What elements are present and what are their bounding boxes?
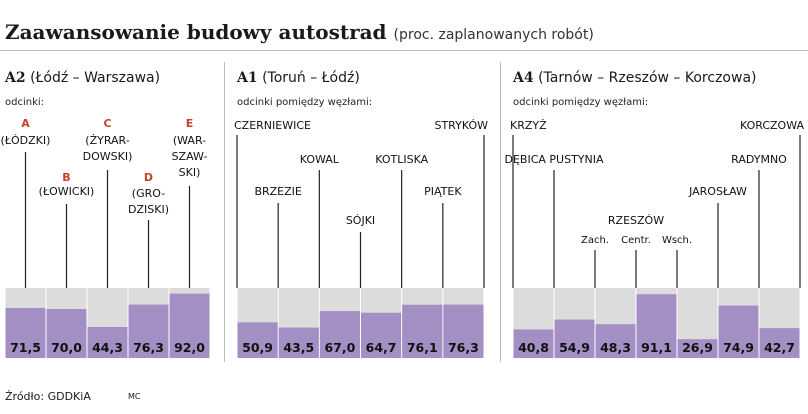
bar-value-label: 76,1 xyxy=(407,340,438,355)
segment-name: (ŁÓDZKI) xyxy=(1,134,51,147)
bar-value-label: 74,9 xyxy=(723,340,754,355)
bar-value-label: 42,7 xyxy=(764,340,795,355)
node-label: KRZYŻ xyxy=(510,119,547,132)
bar xyxy=(677,339,718,358)
segment-name: SKI) xyxy=(179,166,201,179)
segment-name: (ŁOWICKI) xyxy=(39,185,95,198)
bar xyxy=(5,307,46,358)
bar xyxy=(636,294,677,358)
bar xyxy=(237,322,278,358)
bar xyxy=(278,327,319,358)
author-credit: MC xyxy=(128,392,141,401)
bar xyxy=(513,329,554,358)
bar-value-label: 54,9 xyxy=(559,340,590,355)
bar-value-label: 70,0 xyxy=(51,340,82,355)
bar-value-label: 92,0 xyxy=(174,340,205,355)
bar xyxy=(319,311,360,358)
bar-value-label: 67,0 xyxy=(324,340,355,355)
bar xyxy=(46,309,87,358)
chart-title: Zaawansowanie budowy autostrad (proc. za… xyxy=(5,20,594,44)
node-label: Wsch. xyxy=(662,235,692,246)
segment-name: (GRO- xyxy=(132,187,165,200)
chart-subtitle: (proc. zaplanowanych robót) xyxy=(393,27,594,43)
bar-value-label: 71,5 xyxy=(10,340,41,355)
node-label: STRYKÓW xyxy=(434,119,488,132)
bar-value-label: 44,3 xyxy=(92,340,123,355)
bar xyxy=(128,304,169,358)
a2-panel-title: A2 (Łódź – Warszawa) xyxy=(5,70,161,86)
bar xyxy=(361,312,402,358)
node-label: KOWAL xyxy=(300,153,340,166)
bar xyxy=(595,324,636,358)
node-label: PIĄTEK xyxy=(424,185,462,198)
bar-value-label: 76,3 xyxy=(133,340,164,355)
segment-letter: A xyxy=(21,117,30,130)
panel-divider xyxy=(500,62,501,362)
node-label: JAROSŁAW xyxy=(688,185,747,198)
segment-name: DOWSKI) xyxy=(83,150,133,163)
segment-letter: C xyxy=(103,117,111,130)
bar-value-label: 91,1 xyxy=(641,340,672,355)
node-label: KOTLISKA xyxy=(375,153,428,166)
segment-letter: D xyxy=(144,171,153,184)
bar-value-label: 43,5 xyxy=(283,340,314,355)
bar xyxy=(759,328,800,358)
bar xyxy=(718,305,759,358)
a4-panel-subtitle: odcinki pomiędzy węzłami: xyxy=(513,97,649,108)
segment-name: DZISKI) xyxy=(128,203,169,216)
segment-name: (WAR- xyxy=(173,134,206,147)
bar xyxy=(402,304,443,358)
bar xyxy=(443,304,484,358)
segment-letter: E xyxy=(186,117,194,130)
bar-value-label: 76,3 xyxy=(448,340,479,355)
a2-panel-subtitle: odcinki: xyxy=(5,97,45,108)
segment-name: (ŻYRAR- xyxy=(85,134,129,147)
panel-divider xyxy=(224,62,225,362)
bar-value-label: 40,8 xyxy=(518,340,549,355)
bar xyxy=(87,326,128,358)
bar-value-label: 50,9 xyxy=(242,340,273,355)
bar-value-label: 64,7 xyxy=(366,340,397,355)
segment-name: SZAW- xyxy=(172,150,208,163)
segment-letter: B xyxy=(62,171,70,184)
node-label: SÓJKI xyxy=(346,214,375,227)
a1-panel-subtitle: odcinki pomiędzy węzłami: xyxy=(237,97,373,108)
node-label: Zach. xyxy=(581,235,609,246)
a4-panel-title: A4 (Tarnów – Rzeszów – Korczowa) xyxy=(513,70,757,86)
bar xyxy=(554,319,595,358)
node-group-label: RZESZÓW xyxy=(608,214,664,227)
node-label: BRZEZIE xyxy=(254,185,301,198)
node-label: DĘBICA PUSTYNIA xyxy=(504,153,603,166)
source-note: Źródło: GDDKiA xyxy=(5,390,91,403)
a1-panel-title: A1 (Toruń – Łódź) xyxy=(237,70,360,86)
node-label: CZERNIEWICE xyxy=(234,119,311,132)
bar-value-label: 48,3 xyxy=(600,340,631,355)
node-label: KORCZOWA xyxy=(740,119,805,132)
node-label: Centr. xyxy=(621,235,651,246)
bar xyxy=(169,293,210,358)
header-divider xyxy=(0,50,808,51)
bar-value-label: 26,9 xyxy=(682,340,713,355)
node-label: RADYMNO xyxy=(731,153,787,166)
